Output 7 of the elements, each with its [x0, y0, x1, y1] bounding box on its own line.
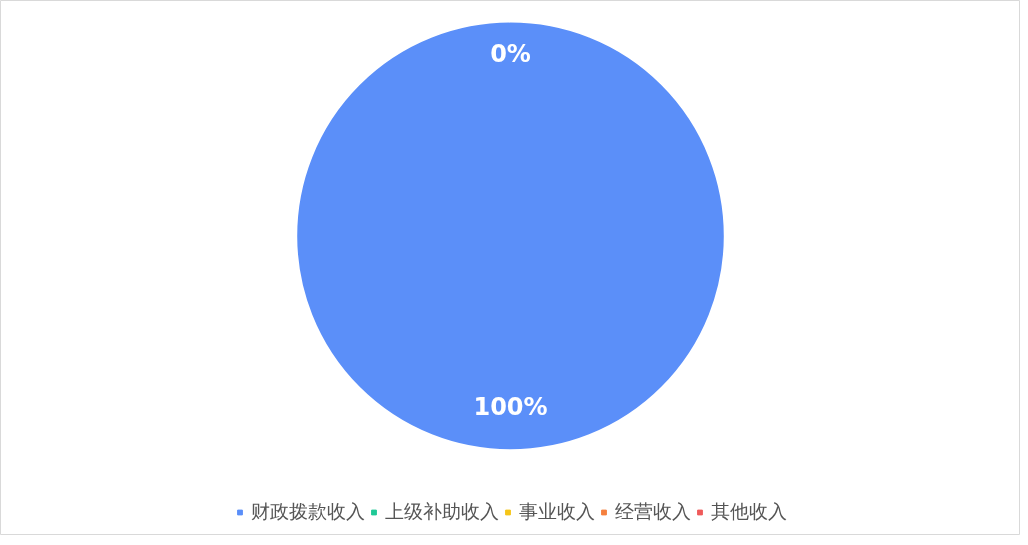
- legend-label: 经营收入: [614, 500, 691, 524]
- legend-label: 上级补助收入: [384, 500, 499, 524]
- data-label: 100%: [473, 393, 548, 422]
- text: 0%: [490, 40, 531, 68]
- legend-label: 事业收入: [518, 500, 595, 524]
- legend-label: 其他收入: [710, 500, 787, 524]
- legend-label: 财政拨款收入: [250, 500, 365, 524]
